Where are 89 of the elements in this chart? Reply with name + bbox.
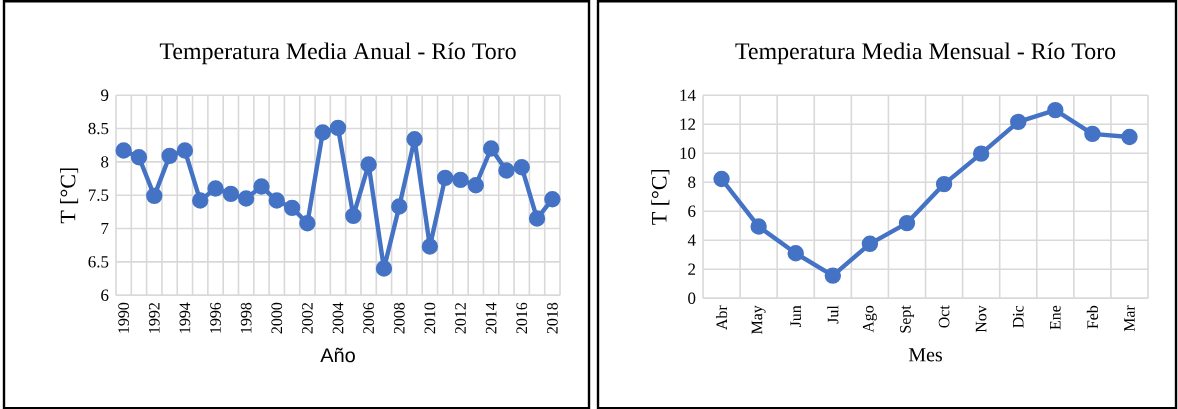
point [222, 185, 240, 202]
point [467, 176, 485, 194]
x-tick-label: Abr [715, 305, 728, 330]
point [237, 190, 255, 207]
x-tick-label: Ago [862, 305, 877, 333]
point [421, 238, 439, 255]
x-tick-label: May [751, 305, 766, 334]
point [192, 192, 209, 209]
point [268, 192, 285, 209]
point [1121, 128, 1138, 145]
point [513, 158, 530, 176]
point [787, 244, 804, 262]
y-tick-label: 6 [101, 289, 109, 301]
point [1047, 101, 1064, 119]
y-tick-label: 12 [680, 118, 696, 130]
point [299, 214, 316, 232]
x-tick-label: Dic [1012, 305, 1024, 328]
y-axis-title: T [°C] [651, 169, 670, 225]
chart-title: Temperatura Media Anual - Río Toro [159, 42, 516, 64]
chart-title: Temperatura Media Mensual - Río Toro [735, 42, 1116, 65]
point [972, 145, 990, 162]
point [436, 169, 454, 186]
x-tick-label: Mar [1124, 305, 1135, 332]
point [498, 162, 515, 179]
y-tick-label: 8 [101, 155, 109, 168]
point [544, 190, 561, 208]
point [360, 156, 377, 173]
y-tick-label: 10 [680, 147, 696, 159]
x-tick-label: 2006 [363, 302, 375, 334]
x-tick-label: 1994 [179, 302, 191, 333]
point [750, 218, 767, 235]
point [1084, 125, 1101, 142]
y-tick-label: 14 [680, 89, 696, 101]
point [375, 260, 393, 277]
point [207, 180, 224, 197]
x-tick-label: Ene [1050, 305, 1061, 330]
point [391, 198, 408, 215]
y-tick-label: 8.5 [88, 122, 109, 135]
x-tick-label: 2018 [546, 302, 558, 334]
x-tick-label: 1992 [148, 302, 160, 333]
y-tick-label: 4 [687, 234, 696, 246]
x-tick-label: Nov [975, 305, 987, 333]
x-tick-label: 1990 [118, 302, 130, 333]
x-axis-title: Año [320, 347, 355, 363]
point [713, 170, 730, 188]
point [146, 187, 163, 204]
point [861, 235, 879, 252]
point [345, 207, 362, 224]
x-tick-label: 2014 [485, 302, 497, 334]
point [329, 119, 347, 136]
x-tick-label: 1996 [210, 302, 221, 333]
x-tick-label: 2012 [455, 302, 466, 334]
point [253, 178, 270, 195]
x-tick-label: Oct [938, 305, 950, 328]
point [1010, 113, 1027, 130]
x-tick-label: Jul [827, 305, 839, 324]
point [176, 142, 194, 159]
y-tick-label: 7.5 [88, 189, 109, 201]
x-tick-label: 2008 [393, 302, 405, 334]
x-tick-label: 2000 [271, 302, 283, 334]
point [115, 142, 132, 159]
point [482, 140, 500, 157]
x-tick-label: Jun [790, 305, 802, 327]
point [161, 147, 178, 164]
x-tick-label: 2002 [302, 302, 313, 334]
x-tick-label: 1998 [240, 302, 252, 333]
point [283, 199, 301, 216]
point [528, 210, 546, 227]
point [935, 175, 953, 193]
y-tick-label: 7 [101, 222, 109, 234]
point [314, 124, 331, 141]
x-tick-label: 2016 [516, 302, 528, 334]
y-tick-label: 2 [688, 263, 696, 275]
point [406, 130, 423, 148]
y-axis-title: T [°C] [59, 168, 79, 224]
y-tick-label: 6 [688, 205, 696, 217]
point [452, 171, 469, 188]
y-tick-label: 9 [101, 89, 109, 101]
x-tick-label: Feb [1086, 305, 1099, 329]
y-tick-label: 0 [688, 292, 696, 304]
point [824, 267, 842, 284]
y-tick-label: 6.5 [88, 255, 109, 268]
y-tick-label: 8 [688, 176, 696, 188]
point [130, 148, 148, 166]
x-tick-label: 2004 [332, 302, 344, 334]
x-tick-label: Sept [900, 305, 914, 333]
point [898, 214, 916, 232]
x-tick-label: 2010 [424, 302, 436, 334]
x-axis-title: Mes [908, 347, 942, 362]
